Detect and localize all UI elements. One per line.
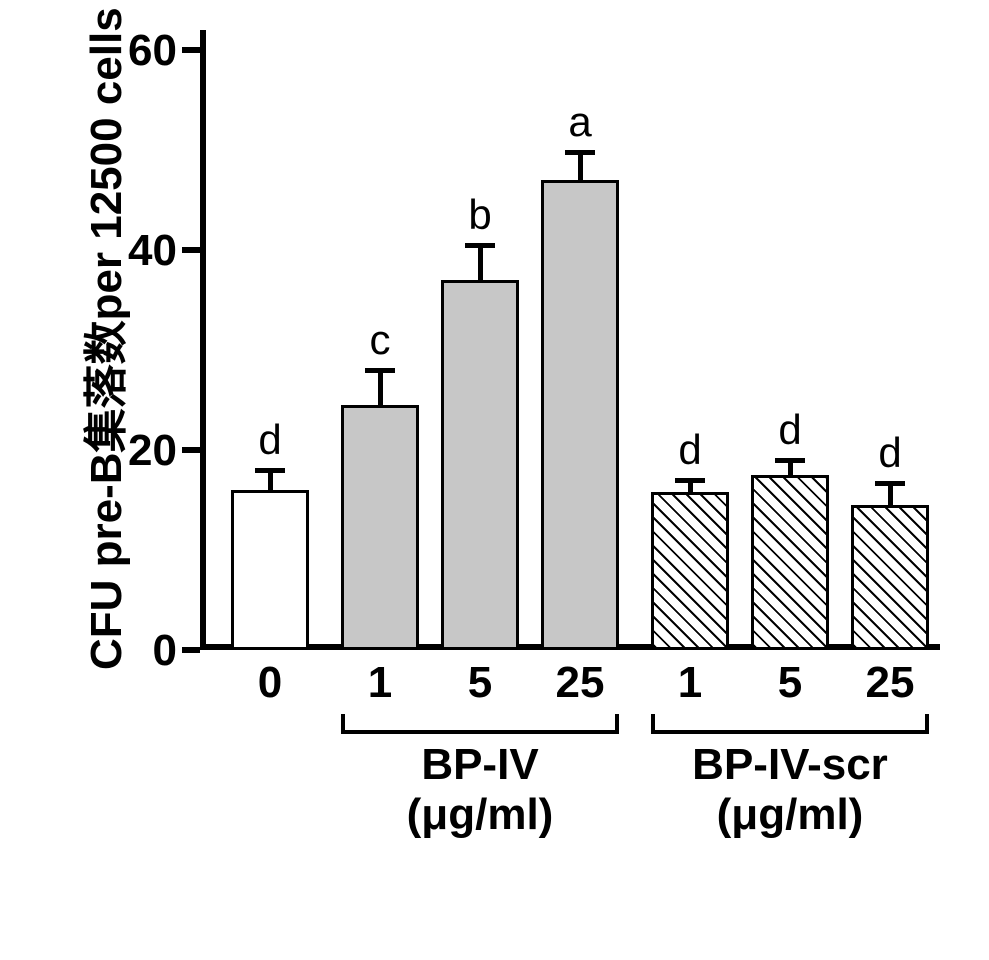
x-tick-label: 1 xyxy=(335,658,425,708)
x-tick-label: 1 xyxy=(645,658,735,708)
x-tick-label: 5 xyxy=(435,658,525,708)
group-bracket xyxy=(615,714,619,730)
error-bar-cap xyxy=(775,458,805,463)
group-bracket xyxy=(341,730,619,734)
significance-label: d xyxy=(240,416,300,464)
bar xyxy=(851,505,929,650)
group-label-name: BP-IV-scr xyxy=(630,740,950,790)
group-bracket xyxy=(925,714,929,730)
error-bar-stem xyxy=(888,483,893,505)
significance-label: d xyxy=(660,426,720,474)
significance-label: d xyxy=(860,429,920,477)
bar xyxy=(341,405,419,650)
chart-root: 0204060CFU pre-B集落数per 12500 cellsd0c1b5… xyxy=(0,0,989,960)
group-bracket xyxy=(651,714,655,730)
group-bracket xyxy=(341,714,345,730)
y-axis-title: CFU pre-B集落数per 12500 cells xyxy=(70,7,134,670)
error-bar-cap xyxy=(875,481,905,486)
y-tick xyxy=(182,47,200,53)
bar xyxy=(541,180,619,650)
group-bracket xyxy=(651,730,929,734)
error-bar-stem xyxy=(268,470,273,490)
x-tick-label: 25 xyxy=(535,658,625,708)
error-bar-stem xyxy=(378,370,383,405)
bar xyxy=(441,280,519,650)
x-tick-label: 0 xyxy=(225,658,315,708)
x-tick-label: 5 xyxy=(745,658,835,708)
x-tick-label: 25 xyxy=(845,658,935,708)
group-label-unit: (μg/ml) xyxy=(320,790,640,840)
bar xyxy=(231,490,309,650)
error-bar-cap xyxy=(255,468,285,473)
significance-label: c xyxy=(350,316,410,364)
significance-label: d xyxy=(760,406,820,454)
significance-label: a xyxy=(550,98,610,146)
error-bar-cap xyxy=(675,478,705,483)
group-label-name: BP-IV xyxy=(320,740,640,790)
y-tick xyxy=(182,447,200,453)
group-label-unit: (μg/ml) xyxy=(630,790,950,840)
error-bar-cap xyxy=(465,243,495,248)
error-bar-cap xyxy=(365,368,395,373)
bar xyxy=(651,492,729,650)
error-bar-stem xyxy=(578,152,583,180)
significance-label: b xyxy=(450,191,510,239)
y-tick xyxy=(182,247,200,253)
error-bar-stem xyxy=(478,245,483,280)
bar xyxy=(751,475,829,650)
y-tick xyxy=(182,647,200,653)
error-bar-cap xyxy=(565,150,595,155)
